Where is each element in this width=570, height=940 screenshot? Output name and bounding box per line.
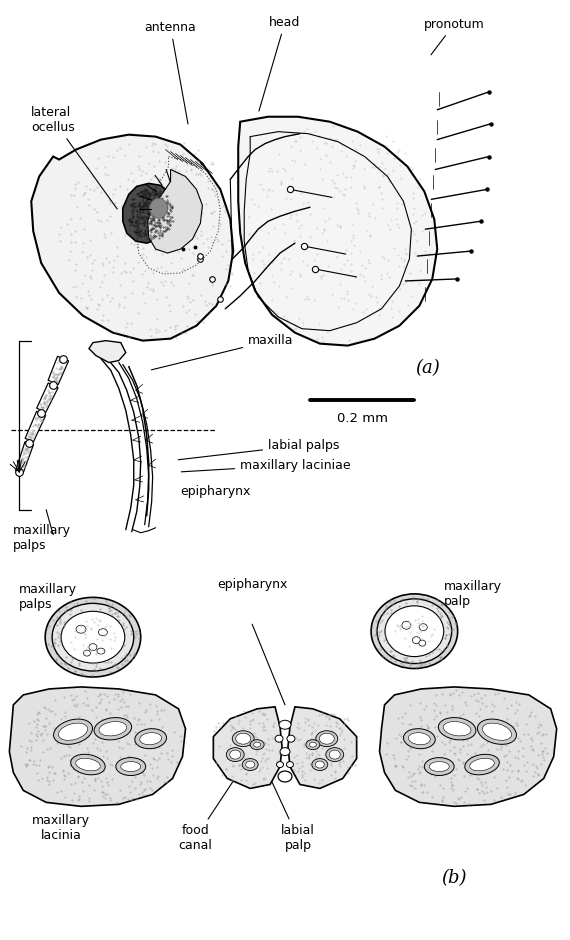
- Text: maxillary laciniae: maxillary laciniae: [181, 459, 351, 472]
- Polygon shape: [288, 707, 357, 789]
- Ellipse shape: [443, 722, 471, 736]
- Ellipse shape: [61, 611, 125, 663]
- Polygon shape: [123, 183, 176, 243]
- Text: epipharynx: epipharynx: [181, 485, 251, 498]
- Ellipse shape: [52, 603, 134, 671]
- Ellipse shape: [287, 761, 294, 768]
- Ellipse shape: [438, 717, 476, 740]
- Ellipse shape: [478, 719, 516, 744]
- Ellipse shape: [89, 644, 97, 650]
- Ellipse shape: [279, 720, 291, 729]
- Ellipse shape: [121, 761, 141, 772]
- Ellipse shape: [306, 740, 320, 749]
- Ellipse shape: [236, 733, 251, 744]
- Text: maxilla: maxilla: [152, 334, 294, 369]
- Ellipse shape: [420, 624, 428, 631]
- Ellipse shape: [310, 743, 316, 747]
- Ellipse shape: [232, 730, 254, 746]
- Polygon shape: [9, 687, 185, 807]
- Polygon shape: [25, 412, 46, 442]
- Ellipse shape: [280, 747, 290, 756]
- Ellipse shape: [99, 722, 127, 736]
- Ellipse shape: [470, 759, 494, 771]
- Text: head: head: [259, 16, 301, 111]
- Polygon shape: [238, 117, 437, 346]
- Ellipse shape: [71, 754, 105, 775]
- Text: maxillary
lacinia: maxillary lacinia: [32, 814, 90, 842]
- Ellipse shape: [94, 717, 132, 740]
- Ellipse shape: [465, 754, 499, 775]
- Text: antenna: antenna: [145, 21, 197, 124]
- Ellipse shape: [424, 758, 454, 776]
- Text: (a): (a): [415, 359, 439, 378]
- Ellipse shape: [312, 759, 328, 771]
- Polygon shape: [89, 340, 126, 363]
- Ellipse shape: [319, 733, 334, 744]
- Ellipse shape: [287, 735, 295, 743]
- Ellipse shape: [254, 743, 260, 747]
- Ellipse shape: [326, 747, 344, 761]
- Ellipse shape: [385, 606, 443, 656]
- Text: labial
palp: labial palp: [269, 776, 315, 853]
- Ellipse shape: [99, 629, 107, 635]
- Ellipse shape: [242, 759, 258, 771]
- Ellipse shape: [315, 761, 324, 768]
- Ellipse shape: [276, 761, 283, 768]
- Ellipse shape: [116, 758, 146, 776]
- Text: epipharynx: epipharynx: [217, 578, 287, 591]
- Ellipse shape: [226, 747, 244, 761]
- Ellipse shape: [278, 771, 292, 782]
- Ellipse shape: [377, 599, 451, 664]
- Ellipse shape: [76, 759, 100, 771]
- Ellipse shape: [246, 761, 255, 768]
- Ellipse shape: [140, 732, 161, 744]
- Text: lateral
ocellus: lateral ocellus: [31, 105, 117, 209]
- Ellipse shape: [371, 594, 458, 668]
- Ellipse shape: [59, 723, 88, 741]
- Text: maxillary
palps: maxillary palps: [19, 584, 87, 630]
- Ellipse shape: [250, 740, 264, 749]
- Ellipse shape: [150, 198, 168, 218]
- Ellipse shape: [97, 648, 105, 654]
- Text: food
canal: food canal: [178, 776, 237, 853]
- Ellipse shape: [412, 636, 420, 644]
- Ellipse shape: [230, 750, 241, 760]
- Polygon shape: [31, 134, 233, 340]
- Ellipse shape: [429, 761, 449, 772]
- Polygon shape: [48, 356, 68, 384]
- Polygon shape: [380, 687, 557, 807]
- Text: maxillary
palps: maxillary palps: [13, 524, 71, 552]
- Text: maxillary
palp: maxillary palp: [417, 580, 502, 628]
- Ellipse shape: [419, 640, 426, 646]
- Text: pronotum: pronotum: [424, 18, 484, 55]
- Text: maxilla: maxilla: [472, 740, 524, 753]
- Ellipse shape: [402, 621, 411, 629]
- Ellipse shape: [135, 728, 166, 748]
- Polygon shape: [15, 442, 34, 473]
- Ellipse shape: [45, 598, 141, 677]
- Ellipse shape: [404, 728, 435, 748]
- Text: 0.2 mm: 0.2 mm: [337, 412, 388, 425]
- Ellipse shape: [409, 732, 430, 744]
- Ellipse shape: [54, 719, 92, 744]
- Ellipse shape: [316, 730, 338, 746]
- Polygon shape: [213, 707, 282, 789]
- Ellipse shape: [275, 735, 283, 743]
- Ellipse shape: [83, 650, 91, 656]
- Polygon shape: [148, 169, 202, 253]
- Text: labial palps: labial palps: [178, 439, 340, 460]
- Ellipse shape: [482, 723, 511, 741]
- Ellipse shape: [76, 625, 86, 634]
- Ellipse shape: [329, 750, 340, 760]
- Text: (b): (b): [441, 869, 467, 887]
- Polygon shape: [36, 383, 58, 413]
